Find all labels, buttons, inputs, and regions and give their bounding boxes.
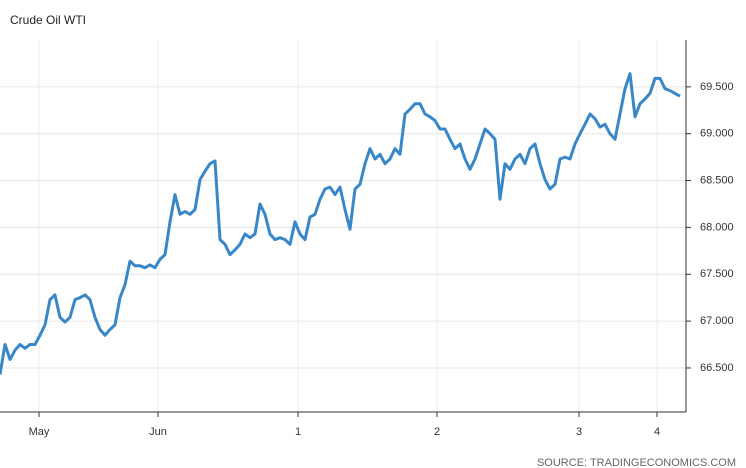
x-tick-label: May <box>29 426 50 438</box>
y-tick-label: 67.000 <box>700 315 734 327</box>
source: SOURCE: TRADINGECONOMICS.COM <box>537 457 736 468</box>
y-tick-label: 66.500 <box>700 362 734 374</box>
price-line <box>0 72 681 375</box>
y-tick-label: 68.500 <box>700 174 734 186</box>
x-tick-label: 3 <box>576 426 582 438</box>
chart-title: Crude Oil WTI <box>10 13 86 27</box>
x-tick-label: 1 <box>295 426 301 438</box>
x-tick-label: 4 <box>654 426 660 438</box>
y-tick-label: 68.000 <box>700 221 734 233</box>
y-tick-label: 69.500 <box>700 81 734 93</box>
x-tick-label: Jun <box>149 426 167 438</box>
y-tick-label: 69.000 <box>700 128 734 140</box>
x-tick-label: 2 <box>434 426 440 438</box>
y-tick-label: 67.500 <box>700 268 734 280</box>
